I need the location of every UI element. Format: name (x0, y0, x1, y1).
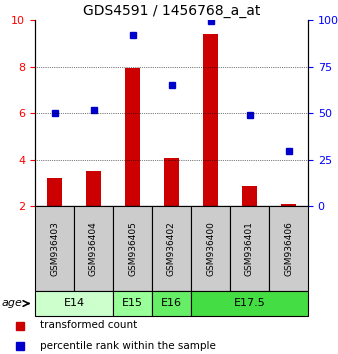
Text: GSM936406: GSM936406 (284, 221, 293, 276)
FancyBboxPatch shape (113, 291, 152, 316)
Text: E16: E16 (161, 298, 182, 308)
Text: percentile rank within the sample: percentile rank within the sample (40, 341, 216, 352)
Title: GDS4591 / 1456768_a_at: GDS4591 / 1456768_a_at (83, 4, 260, 18)
FancyBboxPatch shape (269, 206, 308, 291)
Bar (47, 178, 62, 206)
Bar (242, 186, 257, 206)
FancyBboxPatch shape (113, 206, 152, 291)
Bar (86, 171, 101, 206)
Text: E17.5: E17.5 (234, 298, 265, 308)
Text: GSM936401: GSM936401 (245, 221, 254, 276)
Text: GSM936404: GSM936404 (89, 221, 98, 276)
Text: E15: E15 (122, 298, 143, 308)
Text: GSM936400: GSM936400 (206, 221, 215, 276)
FancyBboxPatch shape (191, 291, 308, 316)
Bar (203, 34, 218, 206)
Text: GSM936402: GSM936402 (167, 221, 176, 276)
Text: E14: E14 (64, 298, 84, 308)
Text: age: age (2, 298, 23, 308)
FancyBboxPatch shape (230, 206, 269, 291)
FancyBboxPatch shape (191, 206, 230, 291)
Text: transformed count: transformed count (40, 320, 138, 331)
FancyBboxPatch shape (35, 206, 74, 291)
FancyBboxPatch shape (152, 291, 191, 316)
Bar (281, 204, 296, 206)
FancyBboxPatch shape (74, 206, 113, 291)
Bar (164, 158, 179, 206)
Text: GSM936403: GSM936403 (50, 221, 59, 276)
Bar (125, 68, 140, 206)
FancyBboxPatch shape (152, 206, 191, 291)
Text: GSM936405: GSM936405 (128, 221, 137, 276)
FancyBboxPatch shape (35, 291, 113, 316)
